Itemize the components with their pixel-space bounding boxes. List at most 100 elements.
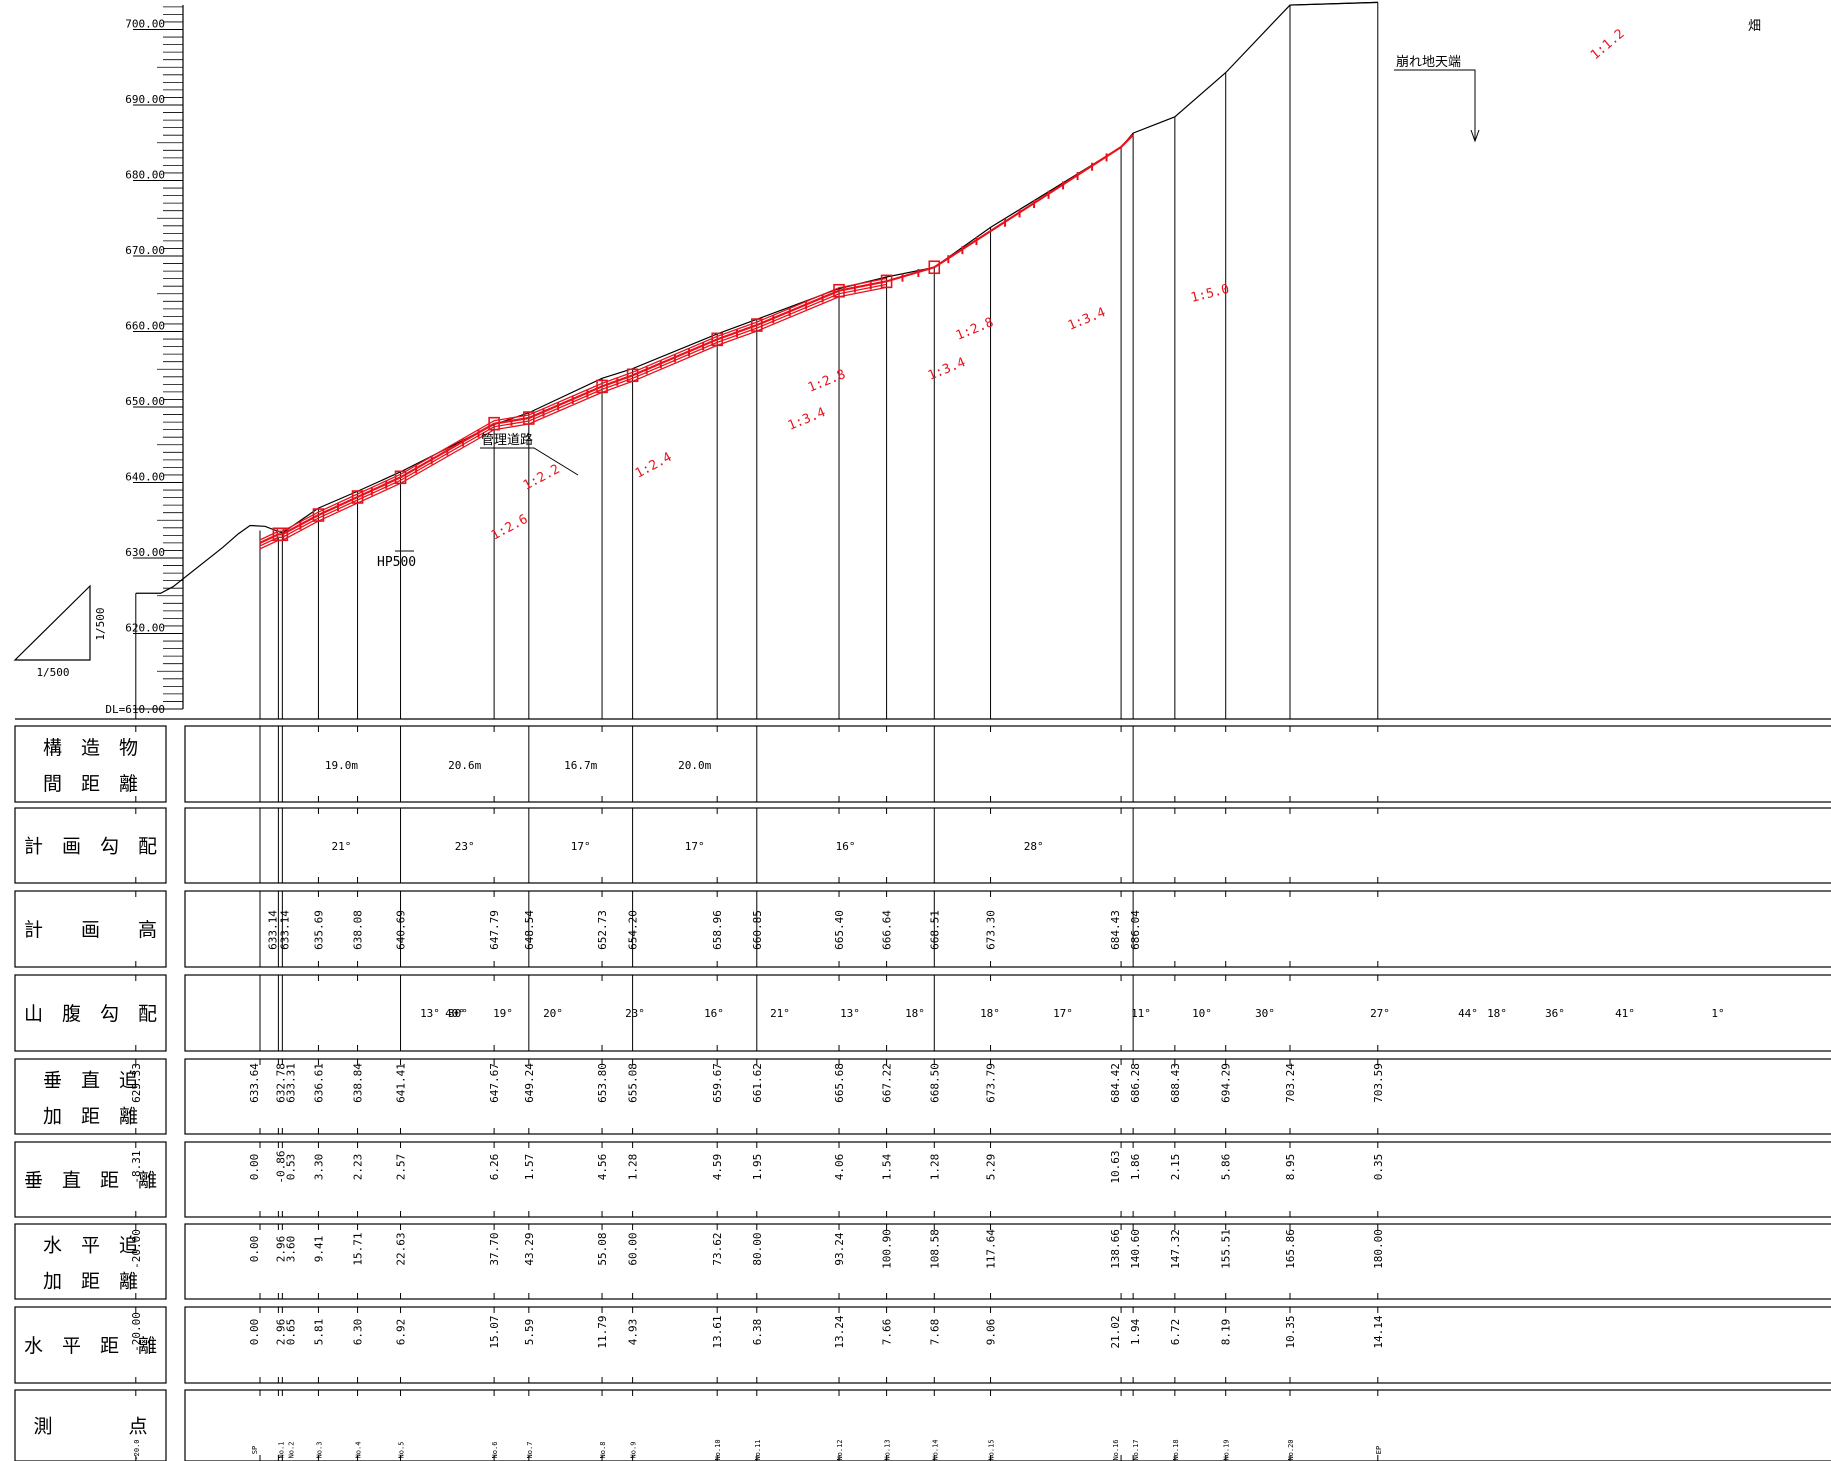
horizontal-cumulative-value: 2.96 [274,1236,287,1263]
vertical-distance-value: 0.53 [284,1154,297,1181]
horizontal-cumulative-value: 117.64 [985,1229,998,1269]
slope-label: 1:3.4 [1066,305,1108,334]
station-name: No.1 [277,1442,285,1459]
hill-gradient-value: 41° [1615,1007,1635,1020]
plan-height-value: 684.43 [1109,910,1122,950]
vertical-distance-value: 1.95 [751,1154,764,1181]
vertical-cumulative-value: 665.68 [833,1063,846,1103]
row-label: 水 平 距 離 [24,1335,157,1357]
horizontal-distance-value: -20.00 [130,1312,143,1352]
slope-label: 1:3.4 [786,405,828,434]
vertical-distance-value: 8.95 [1284,1154,1297,1181]
horizontal-cumulative-value: 108.58 [928,1229,941,1269]
station-name: No.8 [599,1442,607,1459]
slope-label: 1:2.8 [806,367,848,396]
horizontal-cumulative-value: 9.41 [312,1236,325,1263]
horizontal-distance-value: 5.81 [312,1319,325,1346]
hill-gradient-value: 13° [420,1007,440,1020]
horizontal-cumulative-value: 180.00 [1372,1229,1385,1269]
structure-marker [523,411,535,425]
horizontal-cumulative-value: 0.00 [248,1236,261,1263]
station-name: No.12 [836,1439,844,1460]
vertical-distance-value: 1.57 [523,1154,536,1181]
horizontal-cumulative-value: 80.00 [751,1232,764,1265]
hill-gradient-value: 11° [1131,1007,1151,1020]
vertical-distance-value: 2.23 [352,1154,365,1181]
plan-gradient-value: 23° [455,840,475,853]
structure-marker [880,274,893,289]
plan-gradient-value: 21° [332,840,352,853]
row-label-box [14,1389,167,1461]
access-road-leader [480,447,579,476]
horizontal-cumulative-value: 165.86 [1284,1229,1297,1269]
row-data-box [184,974,1831,1052]
vertical-cumulative-value: 625.33 [130,1063,143,1103]
station-name: No.4 [355,1442,363,1459]
vertical-distance-value: 0.35 [1372,1154,1385,1181]
field-top-line [1289,1,1378,6]
vertical-cumulative-value: 633.31 [284,1063,297,1103]
elevation-axis: 700.00 690.00 680.00 670.00 660.00 650.00 640.… [105,5,184,716]
row-label-box [14,1306,167,1384]
row-label-box [14,807,167,884]
horizontal-distance-value: 0.65 [284,1319,297,1346]
row-data-box [184,890,1831,968]
plan-height-value: 658.96 [711,910,724,950]
station-name: No.3 [315,1442,323,1459]
horizontal-distance-value: 13.61 [711,1315,724,1348]
table-values: 19.0m 20.6m 16.7m 20.0m 21° 23° 17° 17° 16° 28° 63… [130,759,1725,1461]
hill-gradient-value: 20° [543,1007,563,1020]
structure-marker [276,527,289,542]
plan-height-value: 647.79 [488,910,501,950]
plan-height-value: 652.73 [596,910,609,950]
vertical-distance-value: 1.28 [928,1154,941,1181]
vertical-distance-value: 4.59 [711,1154,724,1181]
structure-spacing-value: 16.7m [564,759,597,772]
row-label-box [14,974,167,1052]
station-name: No.13 [884,1439,892,1460]
vertical-cumulative-value: 638.84 [352,1063,365,1103]
horizontal-distance-value: 15.07 [488,1315,501,1348]
elevation-label: 690.00 [125,93,165,106]
slope-label: 1:2.6 [489,512,531,544]
station-name: No.20 [1287,1439,1295,1460]
vertical-distance-value: -8.31 [130,1150,143,1183]
vertical-cumulative-value: 684.42 [1109,1063,1122,1103]
vertical-cumulative-value: 636.61 [312,1063,325,1103]
row-data-box [184,1389,1831,1461]
station-name: No.14 [931,1439,939,1460]
slope-label: 1:3.4 [926,355,968,384]
design-offset-line [259,277,887,541]
horizontal-distance-value: 4.93 [627,1319,640,1346]
vertical-cumulative-value: 649.24 [523,1063,536,1103]
horizontal-cumulative-value: 55.08 [596,1232,609,1265]
horizontal-distance-value: 9.06 [985,1319,998,1346]
row-label-box [14,1141,167,1218]
hill-gradient-value: 18° [980,1007,1000,1020]
vertical-distance-value: 2.15 [1169,1154,1182,1181]
horizontal-cumulative-value: 60.00 [627,1232,640,1265]
vertical-cumulative-value: 659.67 [711,1063,724,1103]
scale-vertical-label: 1/500 [94,607,107,640]
vertical-cumulative-value: 703.59 [1372,1063,1385,1103]
row-label: 構 造 物 [43,737,138,759]
row-label: 間 距 離 [43,773,138,795]
plan-height-value: 665.40 [833,910,846,950]
scale-triangle [13,584,91,661]
design-offset-line [259,286,887,550]
vertical-cumulative-value: 655.08 [627,1063,640,1103]
vertical-distance-value: 2.57 [395,1154,408,1181]
row-label-box [14,1058,167,1135]
pipe-label: HP500 [377,555,416,570]
hill-gradient-value: 18° [1487,1007,1507,1020]
horizontal-cumulative-value: 22.63 [395,1232,408,1265]
row-data-box [184,1058,1831,1135]
plan-height-value: 668.51 [928,910,941,950]
elevation-label: 700.00 [125,18,165,31]
station-name: No.19 [1223,1439,1231,1460]
horizontal-distance-value: 6.30 [352,1319,365,1346]
vertical-cumulative-value: 703.24 [1284,1063,1297,1103]
plan-height-value: 654.20 [627,910,640,950]
slope-label: 1:2.8 [954,315,996,344]
station-name: No.15 [988,1439,996,1460]
